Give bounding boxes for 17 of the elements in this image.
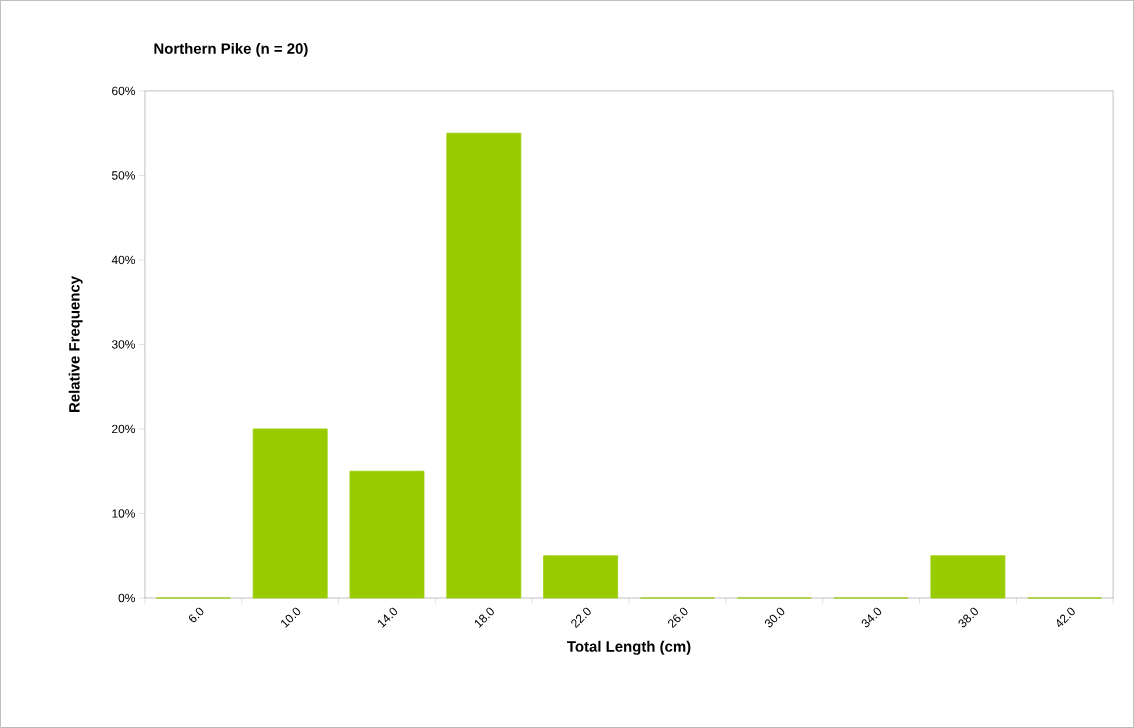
y-tick-label: 0% [118, 593, 135, 603]
y-tick-label: 40% [111, 255, 135, 265]
y-tick-label: 50% [111, 171, 135, 180]
bar [930, 555, 1006, 599]
bar [543, 555, 619, 599]
y-tick-label: 10% [112, 509, 135, 518]
bar [252, 428, 328, 599]
bar [349, 470, 425, 599]
x-axis-title: Total Length (cm) [567, 640, 691, 655]
chart-title: Northern Pike (n = 20) [154, 42, 308, 57]
y-tick-label: 60% [112, 86, 135, 96]
y-tick-label: 30% [111, 340, 135, 349]
x-tick-label: 42.0 [1056, 607, 1075, 628]
bar [446, 132, 522, 599]
y-axis-title: Relative Frequency [68, 276, 83, 413]
x-tick-label: 6.0 [188, 607, 204, 623]
y-tick-label: 20% [112, 424, 135, 434]
